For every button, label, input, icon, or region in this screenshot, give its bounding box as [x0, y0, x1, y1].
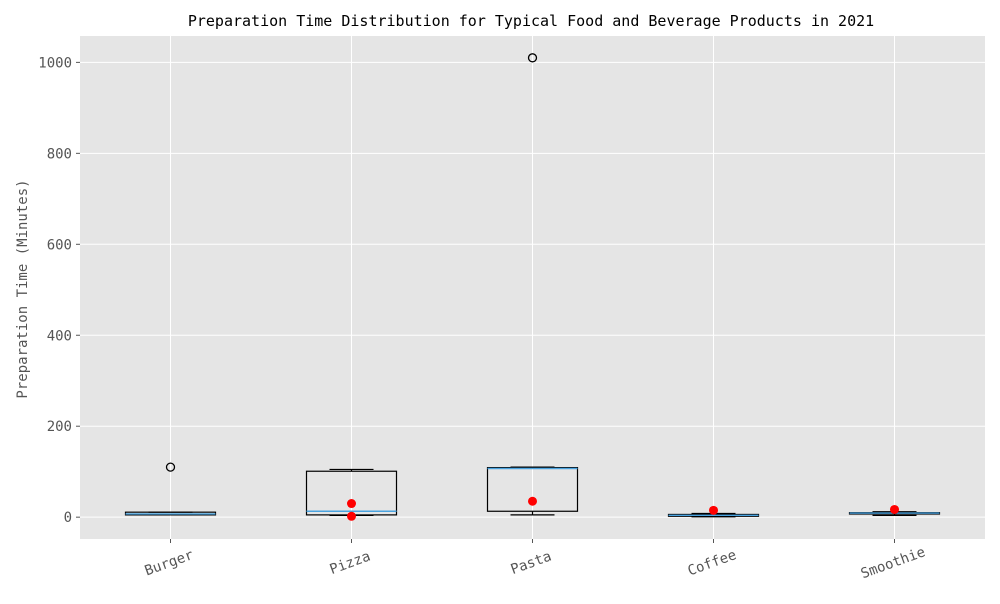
y-tick-label: 1000	[38, 55, 72, 71]
grid-lines	[80, 36, 985, 539]
marker-point-pasta	[528, 496, 537, 506]
marker-point-coffee	[709, 505, 718, 515]
x-tick-label-pasta: Pasta	[509, 549, 554, 578]
outlier-point	[165, 462, 176, 472]
box-burger	[124, 462, 217, 516]
chart-title: Preparation Time Distribution for Typica…	[188, 12, 874, 30]
y-axis-ticks: 0 200 400 600 800 1000	[38, 55, 80, 526]
markers	[347, 496, 899, 521]
box-iqr	[486, 466, 579, 512]
x-tick-label-coffee: Coffee	[686, 547, 739, 579]
y-tick-label: 800	[47, 146, 72, 162]
marker-point-smoothie	[890, 504, 899, 514]
box-pasta	[486, 53, 579, 516]
marker-point-pizza	[347, 511, 356, 521]
x-axis-ticks: Burger Pizza Pasta Coffee Smoothie	[143, 539, 928, 582]
x-tick-label-smoothie: Smoothie	[859, 544, 928, 582]
y-tick-label: 400	[47, 328, 72, 344]
x-tick-label-burger: Burger	[143, 547, 196, 579]
y-tick-label: 600	[47, 237, 72, 253]
y-tick-label: 0	[64, 510, 72, 526]
y-axis-label: Preparation Time (Minutes)	[15, 179, 31, 398]
x-tick-label-pizza: Pizza	[328, 549, 373, 578]
y-tick-label: 200	[47, 419, 72, 435]
outlier-point	[527, 53, 538, 63]
marker-point-pizza	[347, 499, 356, 509]
